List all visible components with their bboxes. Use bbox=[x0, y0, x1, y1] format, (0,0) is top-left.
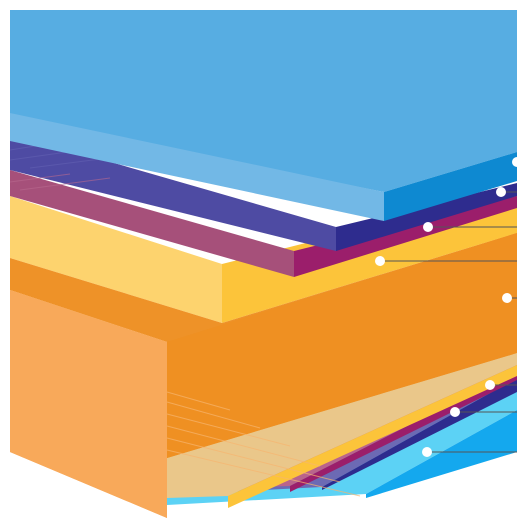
magenta-stripes bbox=[9, 173, 111, 191]
lower-stripes bbox=[166, 391, 361, 497]
callout-dot-2 bbox=[496, 187, 506, 197]
callouts bbox=[375, 157, 517, 457]
top-layer-front bbox=[10, 113, 384, 221]
upper-stack bbox=[9, 10, 517, 323]
callout-dot-1 bbox=[512, 157, 517, 167]
bottom-blue-layer-side bbox=[366, 410, 517, 498]
indigo-layer-side bbox=[336, 183, 517, 251]
callout-dot-8 bbox=[422, 447, 432, 457]
yellow-layer-front bbox=[10, 196, 222, 323]
top-layer-side bbox=[384, 152, 517, 221]
magenta-layer-side bbox=[294, 196, 517, 277]
indigo-layer-front bbox=[10, 133, 336, 251]
top-layer-top-face bbox=[10, 10, 517, 192]
bottom-indigo-layer-side bbox=[322, 378, 517, 490]
callout-dot-5 bbox=[502, 293, 512, 303]
bottom-yellow-layer-front bbox=[167, 353, 517, 498]
callout-dot-4 bbox=[375, 256, 385, 266]
magenta-layer-front bbox=[10, 170, 294, 277]
orange-core-side-lower bbox=[167, 233, 517, 458]
lower-stack bbox=[10, 233, 517, 518]
callout-dot-3 bbox=[423, 222, 433, 232]
callout-dot-7 bbox=[450, 407, 460, 417]
orange-core-front-overlay bbox=[10, 290, 167, 518]
callout-dot-6 bbox=[485, 380, 495, 390]
